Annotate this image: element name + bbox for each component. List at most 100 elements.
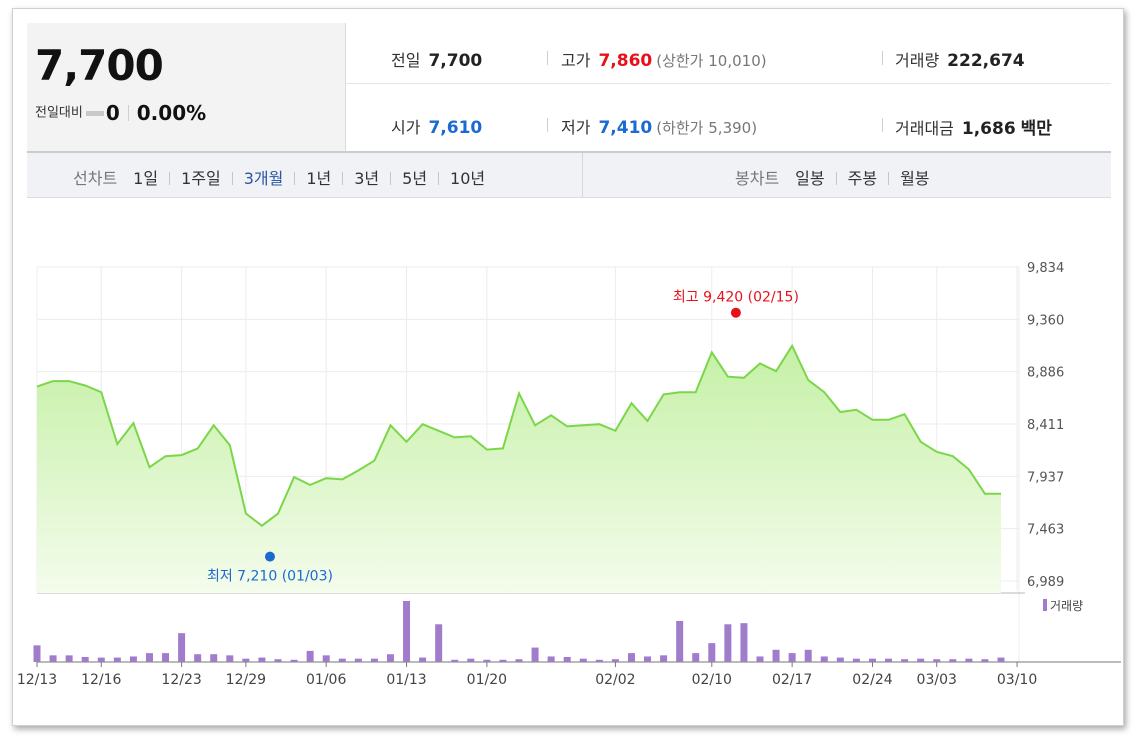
volume-bar	[627, 653, 635, 662]
volume-bar	[868, 658, 876, 662]
volume-bar	[692, 653, 700, 662]
stock-widget: 7,700 전일대비 0 0.00% 전일 7,700 고가 7,860 (상한가 10,…	[12, 8, 1124, 726]
y-tick-label: 7,937	[1027, 470, 1064, 485]
volume-bar	[258, 657, 266, 662]
line-chart-periods: 선차트 1일 1주일 3개월 1년 3년 5년 10년	[73, 165, 487, 189]
volume-bar	[611, 659, 619, 662]
volume-bar	[178, 633, 186, 662]
volume-bar	[290, 659, 298, 662]
volume-bar	[660, 655, 668, 662]
volume-bar	[772, 649, 780, 662]
price-summary: 7,700 전일대비 0 0.00% 전일 7,700 고가 7,860 (상한가 10,…	[27, 23, 1111, 151]
volume-bar	[756, 656, 764, 662]
volume-bar	[467, 658, 475, 662]
volume-bar	[708, 643, 716, 662]
volume-bar	[724, 624, 732, 662]
period-divider	[294, 172, 296, 185]
period-divider	[438, 172, 440, 185]
low-value: 7,410	[598, 118, 653, 138]
cell-divider	[547, 51, 548, 65]
volume-bar	[499, 659, 507, 662]
cell-divider	[882, 118, 883, 132]
low-label: 저가	[561, 118, 591, 137]
high-label: 고가	[561, 51, 591, 70]
period-5y[interactable]: 5년	[402, 169, 428, 188]
candle-chart-periods: 봉차트 일봉 주봉 월봉	[735, 165, 932, 189]
summary-row-divider	[346, 83, 1111, 84]
volume-bar	[65, 655, 73, 662]
period-10y[interactable]: 10년	[450, 169, 486, 188]
volume-bar	[194, 654, 202, 662]
candle-chart-label: 봉차트	[735, 169, 780, 188]
min-annotation: 최저 7,210 (01/03)	[207, 569, 333, 585]
volume-bar	[145, 653, 153, 662]
flat-icon	[85, 110, 104, 116]
volume-bar	[322, 655, 330, 662]
volume-bar	[97, 657, 105, 662]
current-price: 7,700	[35, 41, 164, 90]
change-row: 전일대비 0 0.00%	[35, 101, 206, 125]
period-1y[interactable]: 1년	[306, 169, 332, 188]
volume-value: 222,674	[947, 51, 1025, 71]
volume-bar	[820, 656, 828, 662]
amount-cell: 거래대금 1,686 백만	[895, 114, 1052, 139]
y-tick-label: 7,463	[1027, 523, 1064, 538]
volume-bar	[419, 657, 427, 662]
volume-bar	[933, 659, 941, 662]
max-marker	[730, 307, 741, 318]
volume-bar	[531, 647, 539, 662]
period-3m[interactable]: 3개월	[243, 169, 284, 188]
volume-bar	[515, 659, 523, 662]
volume-bar	[836, 657, 844, 662]
change-divider	[127, 105, 129, 121]
volume-bar	[740, 623, 748, 662]
y-tick-label: 8,886	[1027, 366, 1064, 381]
x-tick-label: 03/10	[997, 672, 1037, 688]
period-1w[interactable]: 1주일	[181, 169, 221, 188]
amount-value: 1,686	[961, 119, 1016, 139]
x-tick-label: 02/02	[595, 672, 635, 688]
volume-legend-swatch	[1043, 599, 1047, 611]
volume-bar	[162, 653, 170, 662]
price-area	[37, 345, 1001, 593]
prev-close-cell: 전일 7,700	[391, 47, 482, 71]
volume-bar	[644, 656, 652, 662]
volume-bar	[81, 657, 89, 662]
y-tick-label: 6,989	[1027, 575, 1064, 590]
toolbar-divider	[582, 153, 583, 197]
line-chart-label: 선차트	[73, 169, 118, 188]
open-value: 7,610	[428, 118, 483, 138]
volume-bar	[579, 658, 587, 662]
volume-label: 거래량	[895, 51, 940, 70]
x-tick-label: 01/20	[467, 672, 507, 688]
candle-weekly[interactable]: 주봉	[847, 169, 878, 188]
min-marker	[264, 551, 275, 562]
volume-bar	[901, 659, 909, 662]
volume-bar	[226, 655, 234, 662]
volume-bar	[965, 658, 973, 662]
x-tick-label: 01/13	[386, 672, 426, 688]
max-annotation: 최고 9,420 (02/15)	[673, 290, 799, 306]
period-3y[interactable]: 3년	[354, 169, 380, 188]
period-1d[interactable]: 1일	[133, 169, 159, 188]
volume-bar	[306, 650, 314, 662]
volume-bar	[595, 659, 603, 662]
lower-limit: (하한가 5,390)	[656, 119, 758, 137]
x-tick-label: 03/03	[917, 672, 957, 688]
volume-bar	[997, 657, 1005, 662]
volume-legend-label: 거래량	[1050, 599, 1083, 613]
x-tick-label: 01/06	[306, 672, 346, 688]
volume-bar	[676, 620, 684, 662]
candle-daily[interactable]: 일봉	[795, 169, 825, 188]
volume-bar	[852, 658, 860, 662]
volume-bar	[33, 645, 41, 662]
candle-monthly[interactable]: 월봉	[900, 169, 930, 188]
high-value: 7,860	[598, 51, 653, 71]
x-tick-label: 12/23	[161, 672, 201, 688]
volume-bar	[386, 654, 394, 662]
x-tick-label: 02/17	[772, 672, 812, 688]
price-line	[36, 343, 1001, 527]
amount-label: 거래대금	[895, 119, 954, 138]
volume-bar	[435, 624, 443, 662]
